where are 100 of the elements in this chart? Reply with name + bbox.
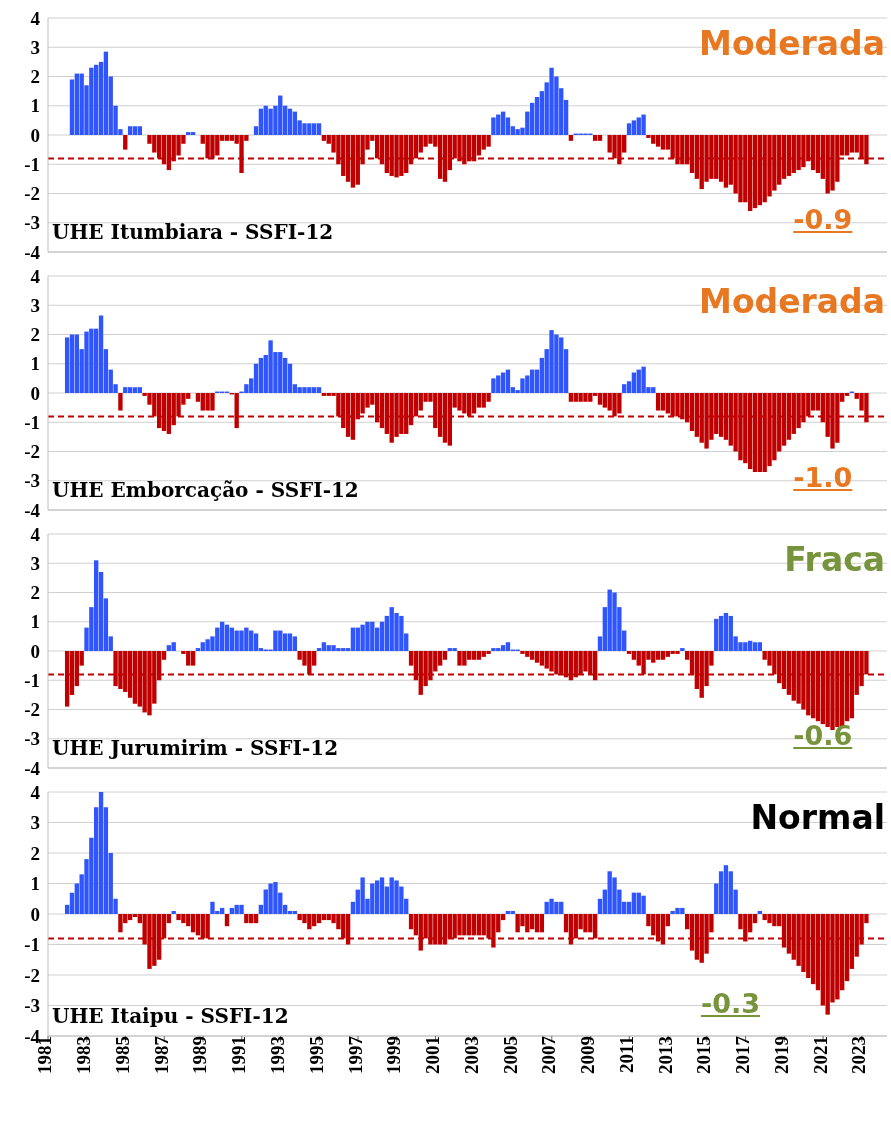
bar: [539, 651, 545, 666]
x-tick-label: 1985: [112, 1036, 133, 1074]
bar: [452, 648, 457, 651]
bar: [374, 880, 380, 914]
bar: [64, 337, 70, 393]
bar: [592, 135, 598, 141]
bar: [529, 651, 535, 660]
bar: [505, 369, 511, 393]
bar: [224, 135, 230, 141]
y-tick-label: 4: [30, 781, 41, 803]
x-tick-label: 2001: [422, 1036, 444, 1074]
y-tick-label: -3: [24, 212, 40, 234]
x-tick-label: 2015: [693, 1036, 715, 1074]
bar: [171, 910, 176, 914]
x-tick-label: 1995: [305, 1036, 327, 1074]
annotation: -0.9: [793, 204, 853, 235]
y-tick-label: -1: [24, 669, 40, 691]
bar: [132, 126, 138, 135]
bar: [190, 651, 196, 666]
x-tick-label: 2011: [615, 1036, 637, 1073]
bar: [379, 877, 385, 914]
bar: [597, 393, 603, 405]
bar: [195, 914, 201, 936]
y-tick-label: 2: [30, 324, 40, 346]
bar: [641, 114, 646, 135]
x-tick-label: 1997: [344, 1035, 366, 1074]
bar: [118, 393, 123, 411]
bar: [244, 914, 249, 924]
x-tick-label: 1989: [189, 1036, 211, 1074]
bar: [98, 315, 104, 393]
y-tick-label: -1: [24, 153, 40, 175]
x-tick-label: 2017: [732, 1035, 754, 1074]
bar: [534, 914, 540, 933]
x-tick-label: 2013: [654, 1036, 676, 1074]
bar: [316, 123, 322, 135]
y-tick-label: 0: [30, 640, 40, 662]
bar: [660, 393, 666, 411]
x-tick-label: 2003: [460, 1036, 482, 1074]
y-tick-label: 3: [30, 294, 40, 316]
annotation: -0.3: [700, 988, 761, 1019]
y-tick-label: 2: [30, 66, 40, 88]
bar: [229, 627, 235, 651]
bar: [723, 612, 729, 651]
bar: [849, 135, 855, 153]
text: UHE Itaipu - SSFI-12: [52, 1004, 289, 1028]
x-tick-label: 2021: [809, 1036, 831, 1074]
bar: [137, 126, 142, 135]
bar: [655, 393, 661, 411]
y-tick-label: 1: [30, 873, 40, 895]
bar: [844, 135, 850, 156]
bar: [534, 651, 540, 663]
bar: [471, 393, 477, 414]
bar: [529, 914, 535, 930]
bar: [258, 108, 264, 135]
y-tick-label: 2: [30, 582, 40, 604]
bar: [287, 633, 293, 651]
annotation: -0.6: [793, 720, 853, 751]
bar: [491, 378, 496, 393]
bar: [476, 651, 482, 660]
x-tick-label: 2007: [538, 1035, 560, 1074]
bar: [258, 357, 264, 393]
bar: [602, 393, 608, 408]
y-tick-label: 0: [30, 382, 40, 404]
bar: [132, 387, 138, 393]
bar: [660, 651, 666, 660]
y-tick-label: -3: [24, 728, 40, 750]
bar: [510, 910, 515, 914]
y-tick-label: -4: [24, 499, 41, 521]
bar: [190, 914, 196, 933]
x-tick-label: 1991: [228, 1036, 250, 1074]
text: UHE Emborcação - SSFI-12: [52, 478, 359, 502]
bar: [655, 651, 661, 660]
x-tick-label: 2019: [770, 1036, 792, 1074]
bar: [757, 642, 763, 651]
bar: [631, 892, 637, 914]
bar: [491, 117, 496, 135]
bar: [539, 914, 545, 933]
text: UHE Jurumirim - SSFI-12: [52, 736, 339, 760]
bar: [219, 621, 225, 651]
bar: [292, 910, 297, 914]
bar: [350, 627, 356, 651]
bar: [287, 108, 293, 135]
bar: [321, 393, 327, 396]
annotation: Fraca: [784, 540, 885, 579]
y-tick-label: -2: [24, 964, 40, 986]
bar: [471, 651, 477, 660]
x-tick-label: 2005: [499, 1036, 521, 1074]
y-tick-label: -1: [24, 934, 40, 956]
bar: [491, 648, 496, 651]
x-tick-label: 2023: [848, 1036, 870, 1074]
bar: [316, 387, 322, 393]
y-tick-label: -2: [24, 699, 40, 721]
y-tick-label: 4: [30, 7, 41, 29]
bar: [103, 51, 109, 135]
bar: [622, 384, 627, 393]
y-tick-label: 1: [30, 95, 40, 117]
y-tick-label: 3: [30, 36, 40, 58]
bar: [118, 914, 123, 933]
y-tick-label: 3: [30, 812, 40, 834]
annotation: Normal: [750, 798, 885, 837]
